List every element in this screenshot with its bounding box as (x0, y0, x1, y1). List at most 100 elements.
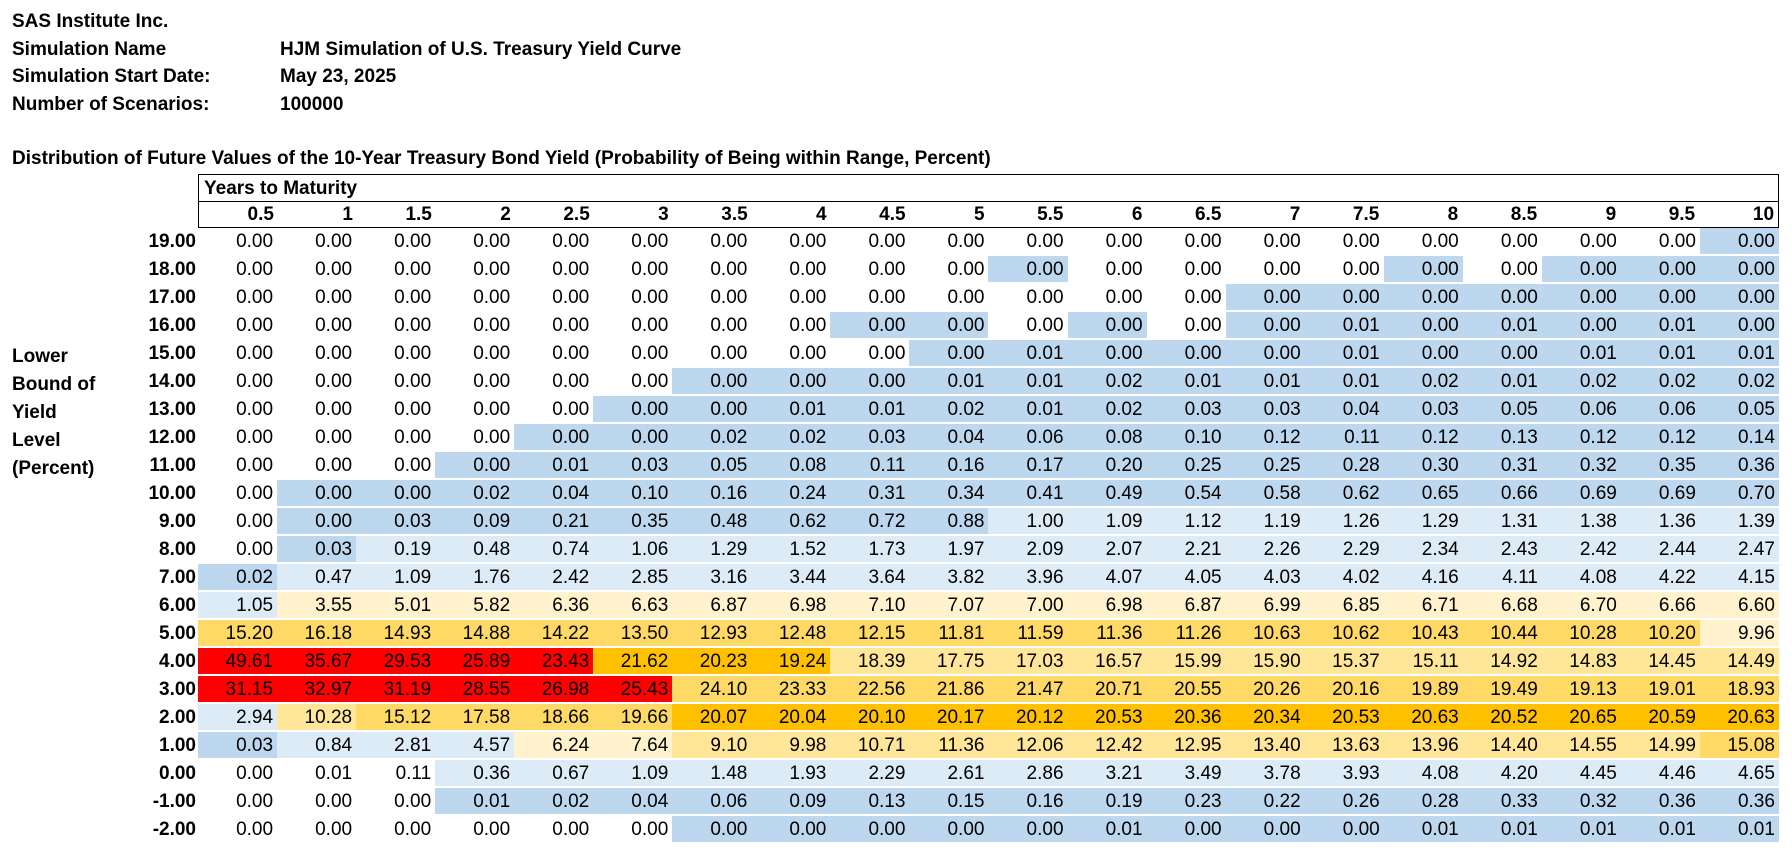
table-cell: 28.55 (435, 676, 515, 703)
table-cell: 0.06 (672, 788, 752, 815)
column-header: 2.5 (563, 204, 590, 225)
table-cell: 0.22 (1225, 788, 1305, 815)
table-cell: 10.43 (1383, 620, 1463, 647)
table-cell: 14.99 (1620, 732, 1700, 759)
table-cell: 0.16 (672, 480, 752, 507)
table-cell: 19.13 (1541, 676, 1621, 703)
table-cell: 0.01 (1304, 368, 1384, 395)
table-cell: 2.94 (198, 704, 278, 731)
table-cell: 0.74 (514, 536, 594, 563)
table-cell: 3.93 (1304, 760, 1384, 787)
table-cell: 0.00 (277, 368, 357, 395)
table-cell: 0.00 (751, 368, 831, 395)
scenarios-label: Number of Scenarios: (12, 93, 210, 115)
table-cell: 0.41 (988, 480, 1068, 507)
table-cell: 0.00 (1383, 256, 1463, 283)
table-cell: 21.86 (909, 676, 989, 703)
table-cell: 1.09 (1067, 508, 1147, 535)
table-cell: 5.82 (435, 592, 515, 619)
table-cell: 0.00 (1541, 284, 1621, 311)
table-cell: 0.03 (1225, 396, 1305, 423)
table-cell: 0.01 (988, 368, 1068, 395)
table-cell: 2.43 (1462, 536, 1542, 563)
table-cell: 20.52 (1462, 704, 1542, 731)
table-cell: 1.48 (672, 760, 752, 787)
table-cell: 20.17 (909, 704, 989, 731)
column-group-header: Years to Maturity (198, 174, 1779, 201)
table-cell: 0.10 (593, 480, 673, 507)
table-cell: 1.93 (751, 760, 831, 787)
table-cell: 0.10 (1146, 424, 1226, 451)
table-cell: 0.00 (435, 284, 515, 311)
table-cell: 0.06 (1620, 396, 1700, 423)
table-cell: 0.03 (830, 424, 910, 451)
table-cell: 0.67 (514, 760, 594, 787)
table-cell: 0.01 (1462, 368, 1542, 395)
column-header: 6 (1131, 204, 1143, 225)
table-cell: 31.15 (198, 676, 278, 703)
table-cell: 0.01 (1620, 312, 1700, 339)
table-cell: 0.28 (1383, 788, 1463, 815)
table-cell: 0.02 (198, 564, 278, 591)
table-cell: 31.19 (356, 676, 436, 703)
table-row: 0.00 0.00 0.00 0.00 0.00 0.00 0.00 0.00 0.00 0.00… (198, 340, 1779, 368)
table-cell: 4.15 (1699, 564, 1779, 591)
table-cell: 1.19 (1225, 508, 1305, 535)
table-cell: 17.03 (988, 648, 1068, 675)
table-cell: 0.00 (277, 340, 357, 367)
table-cell: 0.00 (514, 340, 594, 367)
table-cell: 2.21 (1146, 536, 1226, 563)
table-cell: 19.01 (1620, 676, 1700, 703)
table-cell: 0.01 (1067, 816, 1147, 843)
table-cell: 0.01 (1462, 312, 1542, 339)
table-cell: 10.44 (1462, 620, 1542, 647)
table-cell: 0.36 (1699, 788, 1779, 815)
table-cell: 0.00 (198, 368, 278, 395)
table-cell: 0.08 (751, 452, 831, 479)
table-cell: 0.00 (1304, 816, 1384, 843)
table-cell: 6.99 (1225, 592, 1305, 619)
table-cell: 0.04 (909, 424, 989, 451)
table-cell: 0.00 (751, 340, 831, 367)
table-cell: 0.19 (1067, 788, 1147, 815)
table-cell: 1.52 (751, 536, 831, 563)
table-cell: 0.47 (277, 564, 357, 591)
column-header: 2 (500, 204, 511, 225)
table-cell: 1.31 (1462, 508, 1542, 535)
table-cell: 14.92 (1462, 648, 1542, 675)
table-cell: 0.01 (1462, 816, 1542, 843)
table-cell: 15.20 (198, 620, 278, 647)
table-cell: 0.00 (672, 816, 752, 843)
table-row: 49.61 35.67 29.53 25.89 23.43 21.62 20.23 19.24… (198, 648, 1779, 676)
table-cell: 14.45 (1620, 648, 1700, 675)
table-cell: 0.01 (1304, 312, 1384, 339)
table-row: 0.02 0.47 1.09 1.76 2.42 2.85 3.16 3.44 3.64 3.82… (198, 564, 1779, 592)
table-cell: 0.00 (672, 312, 752, 339)
table-cell: 0.30 (1383, 452, 1463, 479)
table-cell: 0.00 (751, 312, 831, 339)
table-cell: 0.01 (1146, 368, 1226, 395)
row-label: 0.00 (159, 763, 196, 784)
table-cell: 0.28 (1304, 452, 1384, 479)
row-label: 5.00 (159, 623, 196, 644)
table-cell: 0.01 (909, 368, 989, 395)
table-cell: 0.02 (514, 788, 594, 815)
table-cell: 3.44 (751, 564, 831, 591)
table-cell: 0.00 (1067, 256, 1147, 283)
table-cell: 0.09 (751, 788, 831, 815)
table-cell: 0.00 (1620, 228, 1700, 255)
table-cell: 4.22 (1620, 564, 1700, 591)
table-cell: 0.01 (1225, 368, 1305, 395)
table-cell: 0.00 (514, 368, 594, 395)
row-label: 15.00 (148, 343, 196, 364)
table-cell: 0.15 (909, 788, 989, 815)
table-cell: 2.86 (988, 760, 1068, 787)
table-cell: 0.00 (672, 368, 752, 395)
table-cell: 1.06 (593, 536, 673, 563)
row-label: 4.00 (159, 651, 196, 672)
table-cell: 2.44 (1620, 536, 1700, 563)
table-cell: 0.00 (1225, 284, 1305, 311)
table-cell: 0.00 (198, 760, 278, 787)
table-cell: 0.00 (1541, 312, 1621, 339)
table-cell: 0.32 (1541, 788, 1621, 815)
